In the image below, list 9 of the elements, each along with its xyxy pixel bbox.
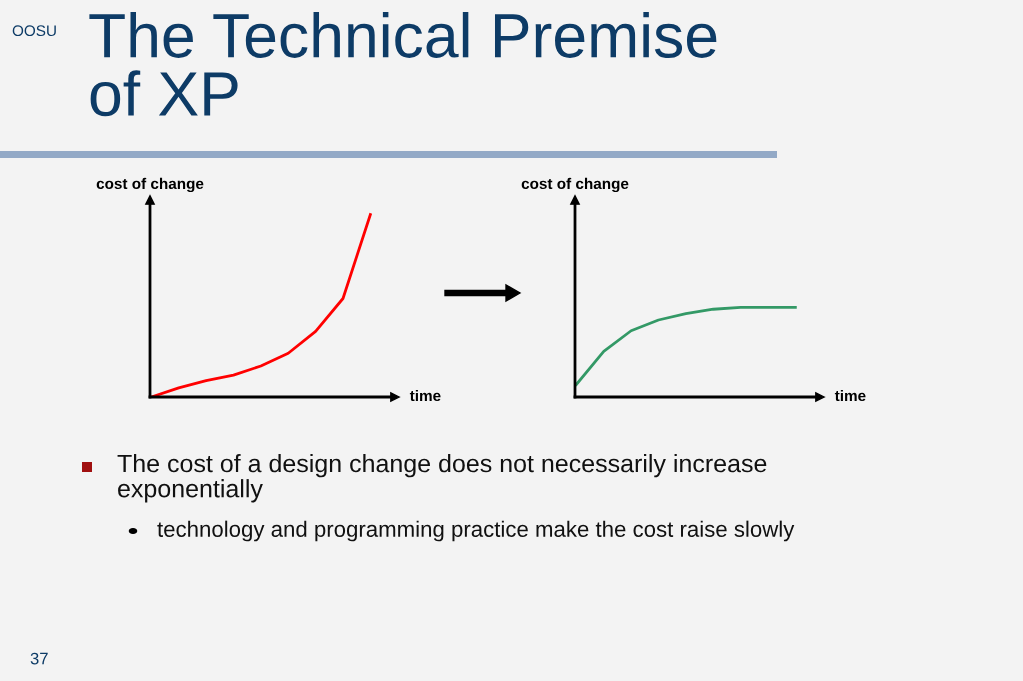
y-axis-title: cost of change (521, 177, 629, 193)
x-axis-title: time (409, 389, 441, 402)
chart-title: The Technical Premise of XP (89, 12, 717, 117)
x-axis-title: time (834, 389, 866, 402)
text: OOSU (12, 25, 56, 37)
text: The cost of a design change does not necessarily increase exponentially (117, 454, 767, 503)
text: 37 (30, 652, 48, 665)
y-axis-title: cost of change (96, 177, 204, 193)
text: technology and programming practice make the cost raise slowly (157, 520, 795, 542)
